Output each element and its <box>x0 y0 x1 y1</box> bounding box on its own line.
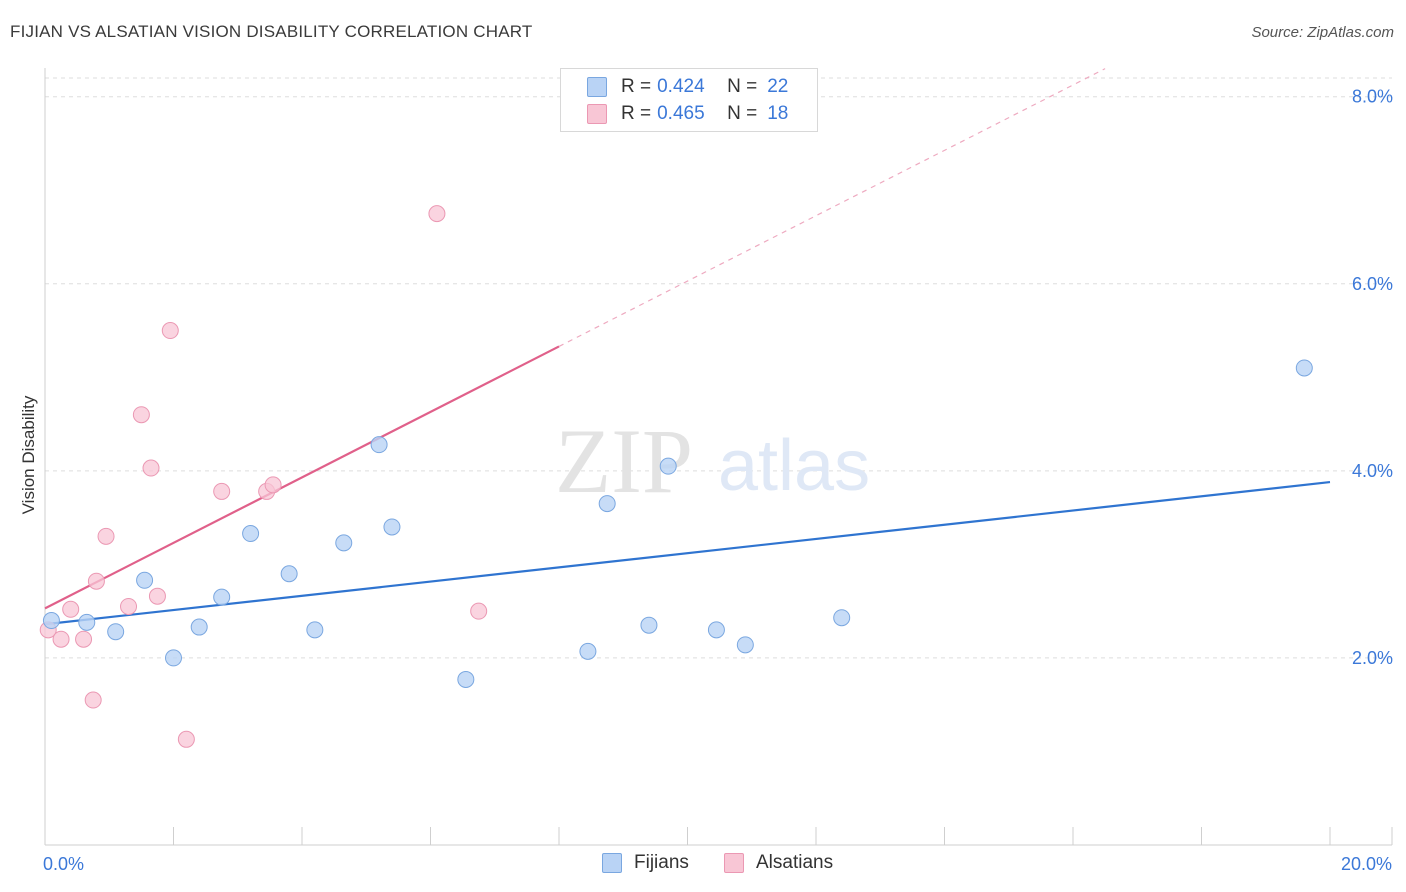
fijians-point <box>736 636 754 654</box>
alsatians-point <box>62 600 80 618</box>
x-tick-label: 20.0% <box>1341 854 1392 874</box>
fijians-point <box>598 495 616 513</box>
y-axis-label: Vision Disability <box>19 395 38 514</box>
fijians-point <box>190 618 208 636</box>
alsatians-point <box>84 691 102 709</box>
chart-title: FIJIAN VS ALSATIAN VISION DISABILITY COR… <box>10 22 533 41</box>
fijians-trend-line <box>44 480 1331 626</box>
legend-r-label: R = <box>621 103 652 124</box>
alsatians-point <box>87 572 105 590</box>
fijians-point <box>659 457 677 475</box>
legend-n-value: 18 <box>767 103 789 124</box>
fijians-point <box>42 612 60 630</box>
fijians-point <box>280 565 298 583</box>
fijians-point <box>383 518 401 536</box>
alsatians-point <box>97 527 115 545</box>
legend-n-label: N = <box>727 76 758 97</box>
legend-r-value: 0.465 <box>657 103 705 124</box>
fijians-point <box>707 621 725 639</box>
axes <box>44 68 1393 846</box>
watermark-atlas: atlas <box>718 426 870 506</box>
legend-r-value: 0.424 <box>657 76 705 97</box>
alsatians-point <box>132 406 150 424</box>
fijians-point <box>335 534 353 552</box>
y-tick-label: 2.0% <box>1352 648 1393 668</box>
grid-lines <box>45 77 1392 659</box>
tick-labels: 2.0% 4.0% 6.0% 8.0% 0.0% 20.0% <box>43 87 1393 874</box>
bottom-legend-fijians: Fijians <box>602 852 689 874</box>
data-points <box>39 205 1313 748</box>
fijians-point <box>1295 359 1313 377</box>
alsatians-point <box>428 205 446 223</box>
fijians-swatch <box>602 853 622 873</box>
alsatians-point <box>120 597 138 615</box>
trend-lines <box>44 68 1331 626</box>
alsatians-label: Alsatians <box>756 852 834 873</box>
correlation-legend: R = 0.424 N = 22 R = 0.465 N = 18 <box>560 68 818 132</box>
legend-r-label: R = <box>621 76 652 97</box>
source-credit: Source: ZipAtlas.com <box>1251 24 1394 41</box>
alsatians-point <box>75 630 93 648</box>
fijians-point <box>107 623 125 641</box>
fijians-label: Fijians <box>634 852 689 873</box>
alsatians-swatch <box>724 853 744 873</box>
alsatians-trend-extension <box>558 68 1106 347</box>
alsatians-trend-line <box>44 345 560 610</box>
fijians-point <box>213 588 231 606</box>
fijians-point <box>136 571 154 589</box>
y-tick-label: 6.0% <box>1352 274 1393 294</box>
alsatians-point <box>177 730 195 748</box>
alsatians-point <box>142 459 160 477</box>
alsatians-point <box>264 476 282 494</box>
alsatians-point <box>52 630 70 648</box>
fijians-point <box>833 609 851 627</box>
alsatians-point <box>148 587 166 605</box>
y-tick-label: 4.0% <box>1352 461 1393 481</box>
alsatians-swatch <box>587 104 607 124</box>
fijians-point <box>640 616 658 634</box>
fijians-point <box>306 621 324 639</box>
legend-row-fijians: R = 0.424 N = 22 <box>587 75 788 99</box>
fijians-point <box>579 642 597 660</box>
fijians-point <box>165 649 182 667</box>
watermark: ZIP atlas <box>555 410 870 512</box>
y-tick-label: 8.0% <box>1352 87 1393 107</box>
fijians-point <box>78 613 96 631</box>
fijians-swatch <box>587 77 607 97</box>
legend-n-label: N = <box>727 103 758 124</box>
bottom-legend-alsatians: Alsatians <box>724 852 833 874</box>
alsatians-point <box>470 602 488 620</box>
fijians-point <box>370 436 388 454</box>
legend-n-value: 22 <box>767 76 789 97</box>
fijians-point <box>242 525 260 543</box>
alsatians-point <box>161 322 179 340</box>
x-tick-label: 0.0% <box>43 854 84 874</box>
legend-row-alsatians: R = 0.465 N = 18 <box>587 102 788 126</box>
fijians-point <box>457 670 475 688</box>
alsatians-point <box>213 482 231 500</box>
